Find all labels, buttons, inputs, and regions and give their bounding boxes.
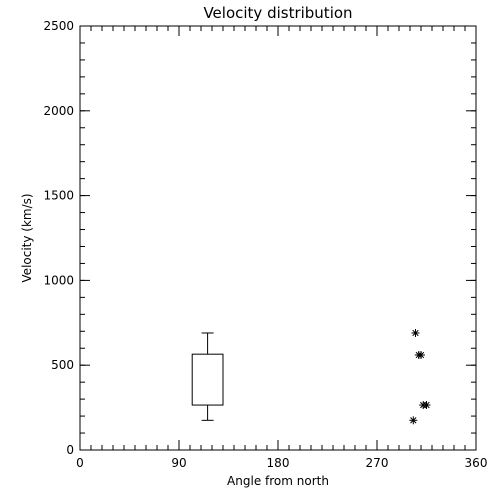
x-tick-label: 270 [366,456,389,470]
point-stroke [412,329,419,337]
box-plot [191,332,224,421]
y-tick-label: 2000 [43,104,74,118]
data-point [409,416,418,425]
y-tick-label: 1500 [43,189,74,203]
scatter-points [409,328,431,425]
y-tick-labels: 0 500 1000 1500 2000 2500 [43,19,74,457]
x-axis-label: Angle from north [227,474,329,488]
plot-frame [79,25,477,451]
x-tick-label: 360 [465,456,488,470]
axis-ticks [79,25,477,451]
x-tick-label: 90 [171,456,186,470]
data-point [422,401,431,410]
y-tick-label: 2500 [43,19,74,33]
y-tick-label: 1000 [43,273,74,287]
x-tick-label: 0 [76,456,84,470]
chart-title: Velocity distribution [203,4,352,22]
point-stroke [423,401,430,409]
y-tick-label: 500 [51,358,74,372]
data-point [411,328,420,337]
x-tick-labels: 0 90 180 270 360 [76,456,487,470]
data-point [417,351,425,360]
y-axis-label: Velocity (km/s) [20,193,34,282]
y-tick-label: 0 [66,443,74,457]
point-stroke [417,351,425,359]
x-tick-label: 180 [267,456,290,470]
point-stroke [410,417,417,424]
box-iqr [191,353,224,406]
